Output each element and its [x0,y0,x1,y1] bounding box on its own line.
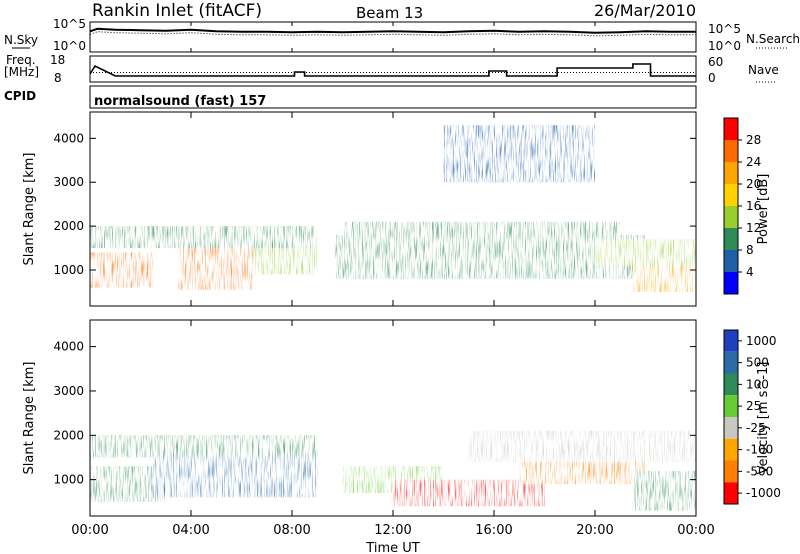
power-region-3 [90,226,318,249]
freq-tick-top: 18 [50,53,65,67]
freq-step-line [89,63,696,77]
nsearch-label: N.Search [746,32,800,46]
power-colorbar-tick-label-6: 4 [746,265,754,279]
cpid-panel-frame [89,85,697,109]
power-colorbar-label: Power [dB] [756,174,771,245]
noise-tick-top-left: 10^5 [53,17,86,31]
velocity-colorbar-swatch-4 [724,417,738,439]
power-colorbar: 28 24 20 16 12 8 4 [723,117,761,295]
velocity-region-7 [632,470,696,511]
noise-tick-bottom-left: 10^0 [53,39,86,53]
freq-series [89,63,696,77]
freq-label-2: [MHz] [4,65,39,79]
power-region-7 [595,239,696,266]
power-colorbar-tick-label-2: 20 [746,177,761,191]
time-xlabel: Time UT [365,541,419,554]
velocity-colorbar-frame [723,329,739,505]
power-region-5 [342,221,621,235]
nave-tick-bottom: 0 [708,71,716,85]
freq-panel-frame [89,55,697,83]
velocity-colorbar-swatch-7 [724,482,738,504]
power-colorbar-tick-label-3: 16 [746,199,761,213]
velocity-colorbar-tick-label-7: -1000 [746,486,781,500]
power-region-1 [178,248,255,290]
power-ytick-label-1: 2000 [53,219,84,233]
xtick-label-4: 16:00 [475,523,512,538]
noise-panel-frame [89,21,697,53]
xtick-label-0: 00:00 [71,523,108,538]
power-ytick-label-0: 1000 [53,263,84,277]
power-region-4 [334,234,646,279]
nave-tick-top: 60 [708,55,723,69]
power-ylabel: Slant Range [km] [22,153,37,266]
velocity-region-6 [468,430,696,462]
velocity-ytick-label-0: 1000 [53,473,84,487]
xtick-label-1: 04:00 [172,523,209,538]
power-colorbar-swatch-4 [724,206,738,228]
velocity-ytick-label-2: 3000 [53,384,84,398]
freq-label-1: Freq. [6,53,36,67]
power-colorbar-tick-label-5: 8 [746,243,754,257]
freq-tick-bottom: 8 [54,71,62,85]
velocity-colorbar: 1000 500 100 25 -25 -100 -500 -1000 [723,329,781,505]
time-x-axis: 00:00 04:00 08:00 12:00 16:00 20:00 00:00 [71,22,715,538]
power-colorbar-swatch-5 [724,228,738,250]
velocity-colorbar-tick-label-4: -25 [746,421,766,435]
nave-label: Nave [748,63,779,77]
power-colorbar-swatch-2 [724,162,738,184]
velocity-ylabel: Slant Range [km] [22,362,37,475]
power-colorbar-swatch-6 [724,250,738,272]
velocity-colorbar-tick-label-0: 1000 [746,334,777,348]
power-region-6 [632,265,696,292]
velocity-colorbar-swatch-3 [724,395,738,417]
xtick-label-6: 00:00 [677,523,714,538]
velocity-colorbar-tick-label-2: 100 [746,377,769,391]
velocity-region-2 [90,435,318,458]
velocity-colorbar-tick-label-3: 25 [746,399,761,413]
noise-tick-top-right: 10^5 [708,22,741,36]
power-colorbar-swatch-7 [724,272,738,294]
power-colorbar-swatch-1 [724,140,738,162]
power-colorbar-tick-label-1: 24 [746,155,761,169]
beam-label: Beam 13 [356,4,423,22]
nsky-label: N.Sky [4,33,38,47]
velocity-colorbar-swatch-5 [724,438,738,461]
velocity-heatmap [90,430,696,511]
power-colorbar-swatch-3 [724,184,738,206]
velocity-colorbar-tick-label-1: 500 [746,356,769,370]
velocity-colorbar-swatch-1 [724,351,738,374]
power-region-0 [90,252,154,288]
power-colorbar-tick-label-4: 12 [746,221,761,235]
power-colorbar-swatch-0 [724,118,738,140]
power-ytick-label-2: 3000 [53,175,84,189]
velocity-colorbar-tick-label-6: -500 [746,464,773,478]
velocity-ytick-label-3: 4000 [53,340,84,354]
velocity-colorbar-label: Velocity [m s^-1] [756,362,771,475]
nsearch-line [89,31,696,37]
cpid-value: normalsound (fast) 157 [94,94,266,109]
power-y-axis: 1000 2000 3000 4000 [53,131,696,277]
power-ytick-label-3: 4000 [53,131,84,145]
cpid-label: CPID [4,89,36,103]
noise-tick-bottom-right: 10^0 [708,39,741,53]
power-colorbar-tick-label-0: 28 [746,133,761,147]
power-region-8 [443,125,595,183]
station-title: Rankin Inlet (fitACF) [92,1,262,21]
velocity-colorbar-tick-label-5: -100 [746,443,773,457]
velocity-ytick-label-1: 2000 [53,428,84,442]
nsky-series [89,27,696,37]
velocity-colorbar-swatch-0 [724,330,738,352]
velocity-region-5 [519,461,646,485]
xtick-label-5: 20:00 [576,523,613,538]
velocity-colorbar-swatch-2 [724,373,738,396]
nsky-line [89,27,696,34]
velocity-y-axis: 1000 2000 3000 4000 [53,340,696,487]
power-heatmap [90,125,696,292]
velocity-colorbar-swatch-6 [724,460,738,483]
date-label: 26/Mar/2010 [594,1,696,20]
xtick-label-2: 08:00 [273,523,310,538]
xtick-label-3: 12:00 [374,523,411,538]
